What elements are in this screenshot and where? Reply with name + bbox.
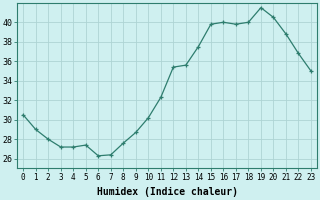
X-axis label: Humidex (Indice chaleur): Humidex (Indice chaleur) — [97, 187, 237, 197]
